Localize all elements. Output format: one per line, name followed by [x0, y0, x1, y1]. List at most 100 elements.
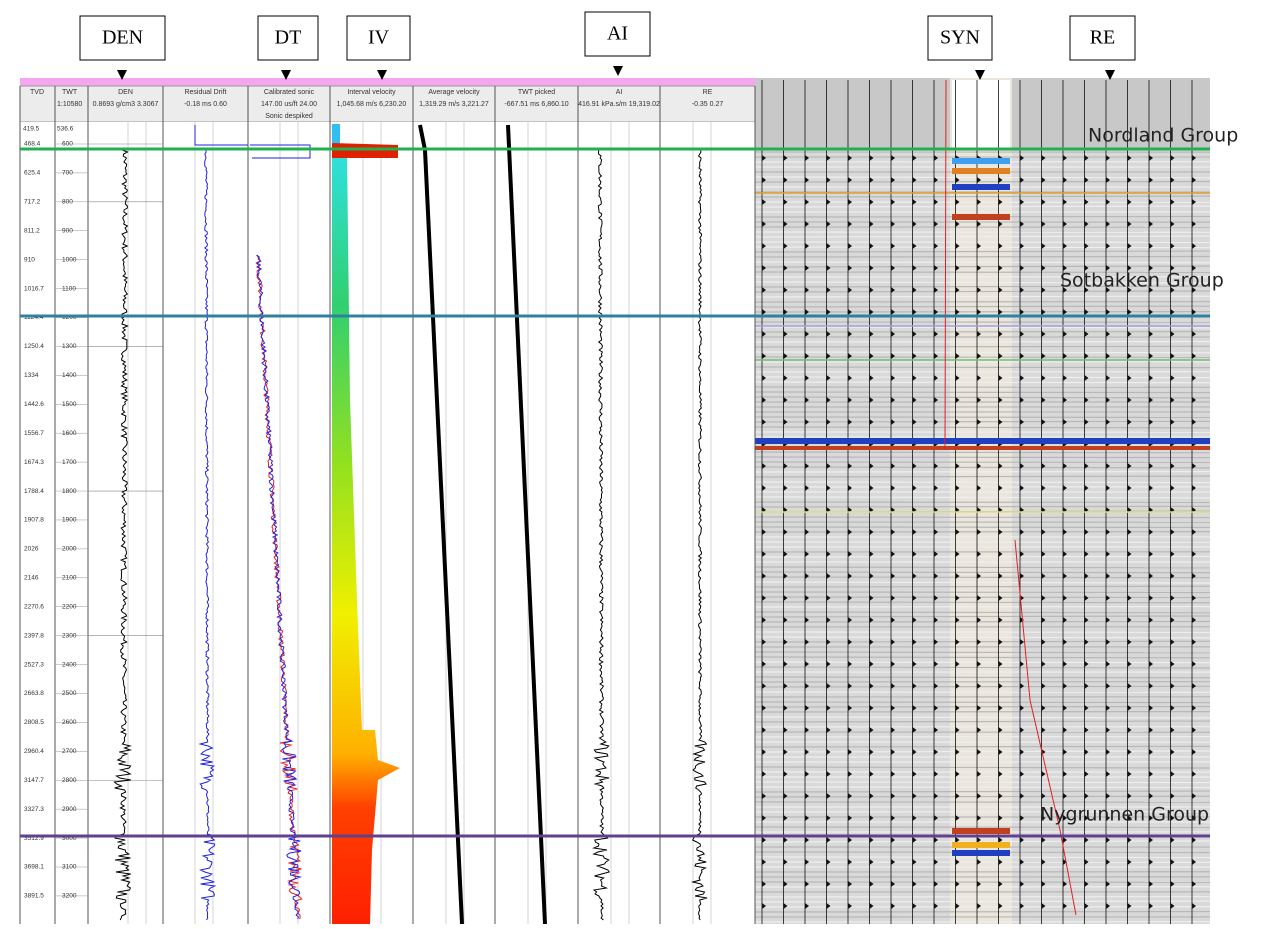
- twt-label: 800: [62, 199, 73, 206]
- syn-event: [952, 850, 1010, 856]
- track-range: 1,045.68 m/s 6,230.20: [337, 101, 407, 108]
- reflector: [755, 247, 1210, 248]
- reflector: [755, 602, 1210, 603]
- tvd-label: 2146: [24, 575, 39, 582]
- reflector: [755, 377, 1210, 378]
- twt-label: 2300: [62, 632, 77, 639]
- track-name: RE: [703, 89, 713, 96]
- tvd-label: 3891.5: [24, 893, 44, 900]
- reflector: [755, 796, 1210, 797]
- reflector: [755, 346, 1210, 347]
- tvd-label: 1907.8: [24, 517, 44, 524]
- twt-label: 2200: [62, 603, 77, 610]
- twt-label: 2800: [62, 777, 77, 784]
- reflector: [755, 657, 1210, 658]
- syn-event: [952, 168, 1010, 174]
- tvd-label: 3327.3: [24, 806, 44, 813]
- group-label: Sotbakken Group: [1060, 270, 1224, 292]
- reflector: [755, 262, 1210, 263]
- reflector: [755, 662, 1210, 663]
- callout-label: IV: [368, 27, 390, 49]
- twt-label: 2500: [62, 690, 77, 697]
- event-red: [755, 446, 1210, 450]
- syn-event: [952, 184, 1010, 190]
- reflector: [755, 296, 1210, 297]
- callout-label: DEN: [102, 27, 143, 49]
- reflector: [755, 686, 1210, 687]
- track-name: AI: [616, 89, 623, 96]
- reflector: [755, 641, 1210, 642]
- twt-label: 2600: [62, 719, 77, 726]
- twt-label: 2700: [62, 748, 77, 755]
- reflector: [755, 467, 1210, 468]
- twt-label: 2400: [62, 661, 77, 668]
- syn-event: [952, 158, 1010, 164]
- reflector: [755, 196, 1210, 197]
- reflector: [755, 857, 1210, 858]
- reflector: [755, 592, 1210, 593]
- tvd-label: 1016.7: [24, 285, 44, 292]
- tvd-label: 2397.8: [24, 632, 44, 639]
- callout-label: AI: [607, 23, 628, 45]
- track-name: Calibrated sonic: [264, 89, 315, 96]
- reflector: [755, 612, 1210, 613]
- track-range: 147.00 us/ft 24.00: [261, 101, 317, 108]
- log-panel: [20, 78, 755, 924]
- reflector: [755, 637, 1210, 638]
- reflector: [755, 702, 1210, 703]
- twt-label: 2000: [62, 546, 77, 553]
- reflector: [755, 352, 1210, 353]
- twt-label: 1900: [62, 517, 77, 524]
- twt-label: 1400: [62, 372, 77, 379]
- track-range: 416.91 kPa.s/m 19,319.02: [578, 101, 660, 108]
- scale: 1:10580: [57, 101, 82, 108]
- callout-label: DT: [275, 27, 302, 49]
- syn-top: [952, 80, 1010, 150]
- twt-label: 1500: [62, 401, 77, 408]
- callout-label: SYN: [940, 27, 980, 49]
- tvd-label: 1334: [24, 372, 39, 379]
- log-area: [20, 122, 755, 924]
- tvd-label: 2663.8: [24, 690, 44, 697]
- tvd-label: 1250.4: [24, 343, 44, 350]
- tvd-label: 811.2: [24, 227, 40, 234]
- twt-label: 3100: [62, 864, 77, 871]
- reflector: [755, 586, 1210, 587]
- reflector: [755, 306, 1210, 307]
- reflector: [755, 517, 1210, 518]
- tvd-label: 2960.4: [24, 748, 44, 755]
- tvd-label: 3147.7: [24, 777, 44, 784]
- tvd-label: 625.4: [24, 170, 41, 177]
- tvd-top: 419.5: [23, 126, 40, 133]
- reflector: [755, 677, 1210, 678]
- tvd-label: 717.2: [24, 199, 41, 206]
- twt-label: 900: [62, 227, 73, 234]
- track-name: Average velocity: [428, 89, 480, 96]
- reflector: [755, 746, 1210, 747]
- reflector: [755, 787, 1210, 788]
- track-name: TWT picked: [518, 89, 555, 96]
- reflector: [755, 367, 1210, 368]
- reflector: [755, 577, 1210, 578]
- track-range: -667.51 ms 6,860.10: [504, 101, 568, 108]
- reflector: [755, 452, 1210, 453]
- group-label: Nordland Group: [1088, 125, 1238, 147]
- header-strip: [20, 78, 755, 86]
- track-name: Residual Drift: [184, 89, 226, 96]
- track-range: -0.35 0.27: [692, 101, 724, 108]
- callout-label: RE: [1090, 27, 1116, 49]
- reflector: [755, 382, 1210, 383]
- group-label: Nygrunnen Group: [1040, 804, 1209, 826]
- twt-label: 1600: [62, 430, 77, 437]
- twt-label: 600: [62, 141, 73, 148]
- reflector: [755, 782, 1210, 783]
- syn-event: [952, 842, 1010, 848]
- track-range: -0.18 ms 0.60: [184, 101, 227, 108]
- tvd-label: 2808.5: [24, 719, 44, 726]
- tvd-label: 1788.4: [24, 488, 44, 495]
- reflector: [755, 327, 1210, 328]
- tvd-label: 2527.3: [24, 661, 44, 668]
- tvd-label: 3698.1: [24, 864, 44, 871]
- track-range: 1,319.29 m/s 3,221.27: [419, 101, 489, 108]
- iv-top: [332, 124, 340, 144]
